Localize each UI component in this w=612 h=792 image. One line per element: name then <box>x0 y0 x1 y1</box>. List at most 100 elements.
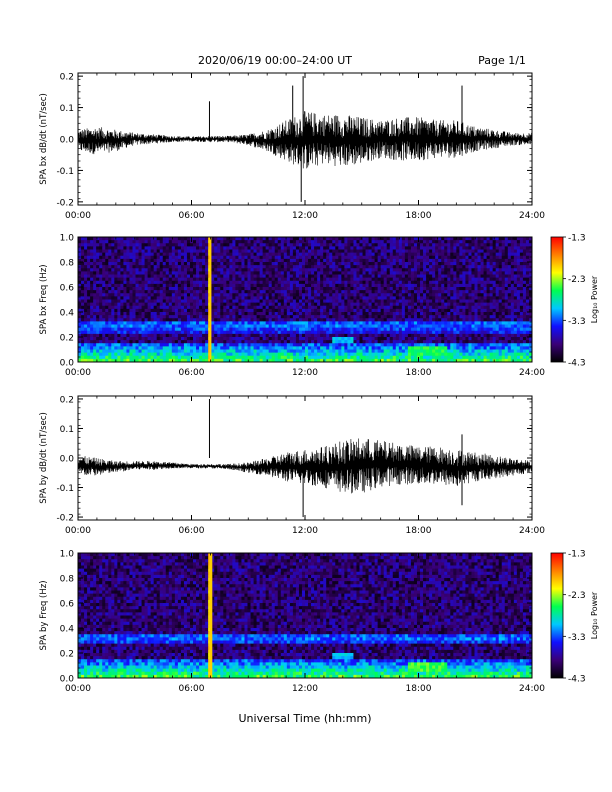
spectrogram-cell <box>183 252 188 257</box>
spectrogram-cell <box>344 324 348 329</box>
spectrogram-cell <box>295 299 300 304</box>
spectrogram-cell <box>214 274 218 279</box>
spectrogram-cell <box>471 262 475 266</box>
spectrogram-cell <box>392 315 397 319</box>
spectrogram-cell <box>498 243 503 247</box>
spectrogram-cell <box>404 258 409 263</box>
spectrogram-cell <box>420 262 424 266</box>
spectrogram-cell <box>256 324 260 329</box>
spectrogram-cell <box>138 240 142 244</box>
spectrogram-cell <box>205 258 209 263</box>
spectrogram-cell <box>305 252 309 257</box>
spectrogram-cell <box>486 327 491 332</box>
spectrogram-cell <box>202 327 206 332</box>
spectrogram-cell <box>453 299 457 304</box>
spectrogram-cell <box>305 283 309 288</box>
spectrogram-cell <box>96 280 100 285</box>
spectrogram-cell <box>438 255 442 260</box>
spectrogram-cell <box>435 249 439 254</box>
spectrogram-cell <box>465 293 469 297</box>
spectrogram-cell <box>474 280 478 285</box>
spectrogram-cell <box>211 271 215 275</box>
spectrogram-cell <box>262 305 267 310</box>
spectrogram-cell <box>308 258 312 263</box>
spectrogram-cell <box>150 265 155 269</box>
spectrogram-cell <box>126 262 130 266</box>
spectrogram-cell <box>247 271 251 275</box>
spectrogram-cell <box>156 318 161 322</box>
spectrogram-cell <box>253 274 257 279</box>
spectrogram-cell <box>250 318 254 322</box>
spectrogram-cell <box>117 302 121 307</box>
spectrogram-cell <box>183 240 188 244</box>
spectrogram-cell <box>111 305 115 310</box>
spectrogram-cell <box>377 312 382 316</box>
spectrogram-cell <box>150 271 155 275</box>
spectrogram-cell <box>510 283 515 288</box>
spectrogram-cell <box>81 274 85 279</box>
spectrogram-cell <box>253 249 257 254</box>
spectrogram-cell <box>226 271 230 275</box>
spectrogram-cell <box>504 305 509 310</box>
spectrogram-cell <box>84 305 88 310</box>
spectrogram-cell <box>416 305 421 310</box>
spectrogram-cell <box>317 290 321 294</box>
spectrogram-cell <box>274 277 279 282</box>
spectrogram-cell <box>174 265 179 269</box>
spectrogram-cell <box>262 287 267 291</box>
spectrogram-cell <box>426 283 430 288</box>
spectrogram-cell <box>244 296 248 300</box>
spectrogram-cell <box>108 271 112 275</box>
spectrogram-cell <box>468 277 472 282</box>
spectrogram-cell <box>214 318 218 322</box>
spectrogram-cell <box>126 246 130 250</box>
spectrogram-cell <box>220 243 224 247</box>
spectrogram-cell <box>286 243 291 247</box>
spectrogram-cell <box>347 324 351 329</box>
spectrogram-cell <box>456 265 460 269</box>
spectrogram-cell <box>153 262 158 266</box>
spectrogram-cell <box>283 252 288 257</box>
spectrogram-cell <box>489 305 494 310</box>
spectrogram-cell <box>271 318 276 322</box>
spectrogram-cell <box>123 271 127 275</box>
spectrogram-cell <box>459 305 463 310</box>
spectrogram-cell <box>111 280 115 285</box>
spectrogram-cell <box>250 258 254 263</box>
spectrogram-cell <box>81 262 85 266</box>
spectrogram-cell <box>129 277 133 282</box>
spectrogram-cell <box>371 283 376 288</box>
spectrogram-cell <box>186 333 191 338</box>
spectrogram-cell <box>168 280 173 285</box>
spectrogram-cell <box>211 249 215 254</box>
spectrogram-cell <box>308 293 312 297</box>
spectrogram-cell <box>153 277 158 282</box>
spectrogram-cell <box>317 318 321 322</box>
spectrogram-cell <box>78 287 82 291</box>
spectrogram-cell <box>365 237 369 241</box>
spectrogram-cell <box>350 287 354 291</box>
spectrogram-cell <box>368 265 372 269</box>
spectrogram-cell <box>259 280 264 285</box>
spectrogram-cell <box>241 318 245 322</box>
spectrogram-cell <box>256 237 260 241</box>
spectrogram-cell <box>235 274 239 279</box>
spectrogram-cell <box>335 321 339 325</box>
spectrogram-cell <box>320 318 324 322</box>
spectrogram-cell <box>528 302 533 307</box>
spectrogram-cell <box>87 280 91 285</box>
spectrogram-cell <box>147 330 152 335</box>
spectrogram-cell <box>274 255 279 260</box>
spectrogram-cell <box>156 333 161 338</box>
spectrogram-cell <box>365 333 369 338</box>
spectrogram-cell <box>492 287 497 291</box>
spectrogram-cell <box>326 333 330 338</box>
spectrogram-cell <box>244 293 248 297</box>
spectrogram-cell <box>432 330 436 335</box>
spectrogram-cell <box>453 312 457 316</box>
spectrogram-cell <box>510 296 515 300</box>
spectrogram-cell <box>383 299 388 304</box>
spectrogram-cell <box>504 302 509 307</box>
spectrogram-cell <box>189 283 194 288</box>
spectrogram-cell <box>286 287 291 291</box>
